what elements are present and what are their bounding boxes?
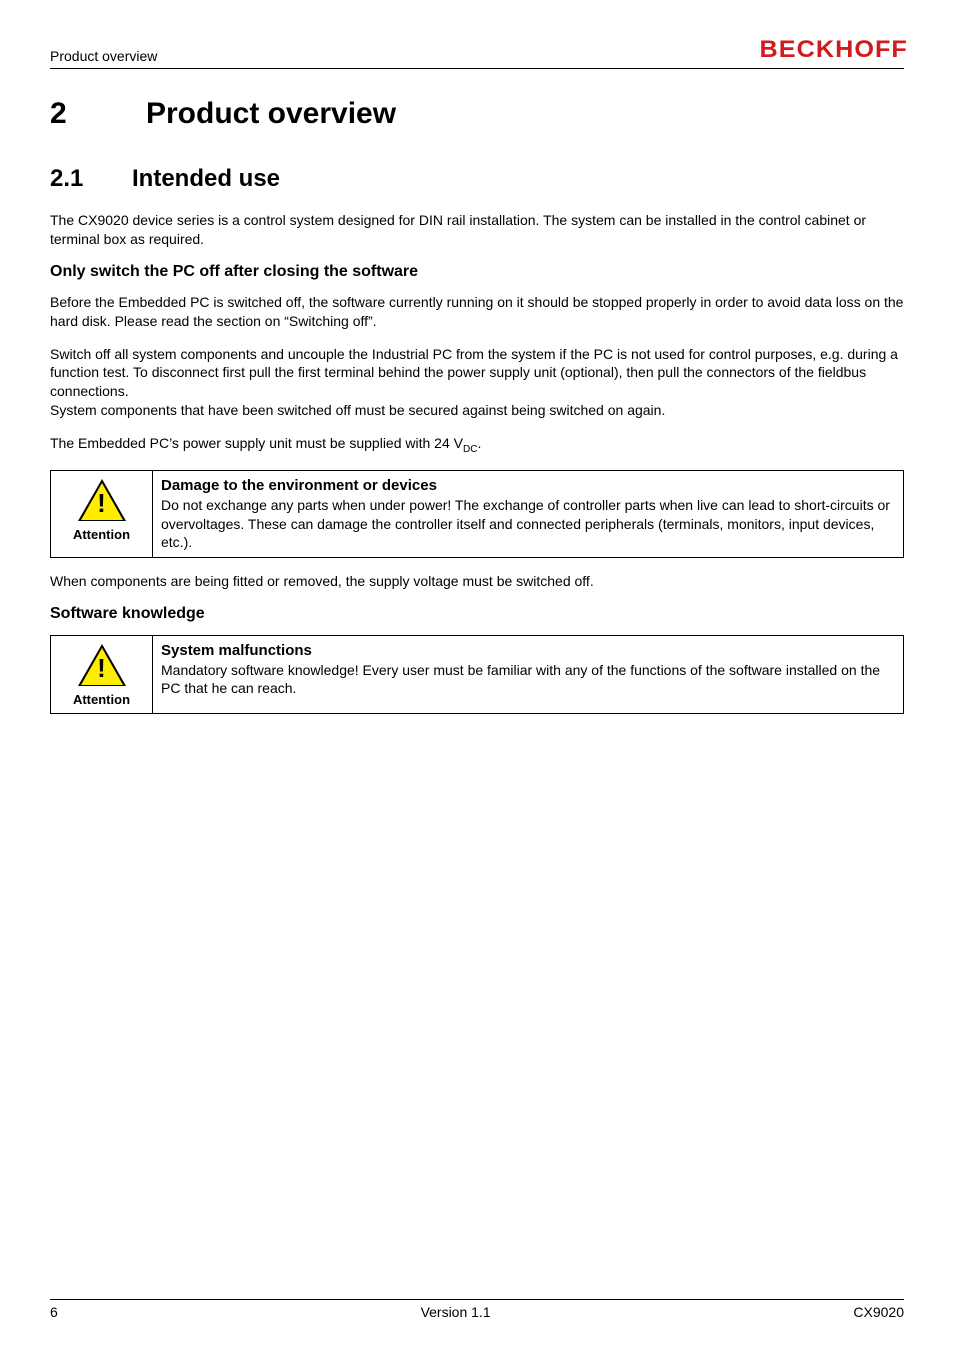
section-heading: 2.1Intended use xyxy=(50,165,904,193)
section-number: 2.1 xyxy=(50,165,132,193)
paragraph-switch-off-components: Switch off all system components and unc… xyxy=(50,345,904,402)
header-section-label: Product overview xyxy=(50,48,157,64)
attention-label: Attention xyxy=(73,692,130,707)
callout-text-column: System malfunctions Mandatory software k… xyxy=(153,636,903,713)
callout-text-column: Damage to the environment or devices Do … xyxy=(153,471,903,557)
intro-paragraph: The CX9020 device series is a control sy… xyxy=(50,211,904,249)
chapter-title: Product overview xyxy=(146,97,396,130)
page-footer: 6 Version 1.1 CX9020 xyxy=(50,1299,904,1320)
psu-prefix: The Embedded PC’s power supply unit must… xyxy=(50,435,463,451)
callout-icon-column: ! Attention xyxy=(51,636,153,713)
footer-page-number: 6 xyxy=(50,1304,58,1320)
section-title: Intended use xyxy=(132,165,280,192)
callout-damage-body: Do not exchange any parts when under pow… xyxy=(161,496,895,551)
chapter-number: 2 xyxy=(50,97,146,131)
attention-label: Attention xyxy=(73,527,130,542)
brand-logo: BECKHOFF xyxy=(759,36,907,64)
subheading-software-knowledge: Software knowledge xyxy=(50,605,904,623)
page-header: Product overview BECKHOFF xyxy=(50,36,904,69)
callout-icon-column: ! Attention xyxy=(51,471,153,557)
paragraph-power-supply: The Embedded PC’s power supply unit must… xyxy=(50,434,904,456)
paragraph-secure-against-on: System components that have been switche… xyxy=(50,401,904,420)
warning-triangle-icon: ! xyxy=(78,479,126,521)
footer-doc-id: CX9020 xyxy=(853,1304,904,1320)
callout-system-malfunctions: ! Attention System malfunctions Mandator… xyxy=(50,635,904,714)
psu-suffix: . xyxy=(477,435,481,451)
subheading-switch-off: Only switch the PC off after closing the… xyxy=(50,263,904,281)
callout-damage: ! Attention Damage to the environment or… xyxy=(50,470,904,558)
paragraph-before-switch-off: Before the Embedded PC is switched off, … xyxy=(50,293,904,331)
callout-damage-title: Damage to the environment or devices xyxy=(161,477,895,494)
callout-sysmal-title: System malfunctions xyxy=(161,642,895,659)
paragraph-after-callout1: When components are being fitted or remo… xyxy=(50,572,904,591)
footer-version: Version 1.1 xyxy=(421,1304,491,1320)
psu-subscript: DC xyxy=(463,444,477,455)
chapter-heading: 2Product overview xyxy=(50,97,904,131)
warning-triangle-icon: ! xyxy=(78,644,126,686)
callout-sysmal-body: Mandatory software knowledge! Every user… xyxy=(161,661,895,697)
